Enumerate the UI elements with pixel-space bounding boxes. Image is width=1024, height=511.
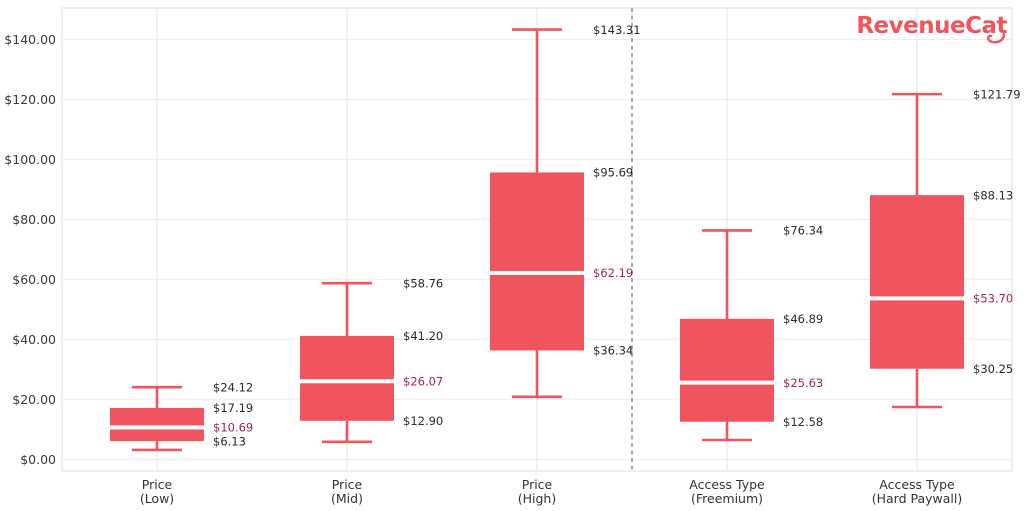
- value-label: $12.90: [403, 414, 443, 428]
- y-axis-tick-label: $120.00: [4, 92, 56, 107]
- value-label: $76.34: [783, 224, 823, 238]
- boxplot-median-line: [300, 379, 394, 384]
- median-value-label: $62.19: [593, 266, 633, 280]
- x-axis-label-line1: Access Type: [689, 477, 765, 492]
- y-axis-tick-label: $80.00: [12, 212, 56, 227]
- value-label: $30.25: [973, 362, 1013, 376]
- cat-tail-icon: [987, 33, 1006, 44]
- x-axis-label-line2: (Mid): [331, 491, 363, 506]
- x-axis-label-line2: (Freemium): [691, 491, 763, 506]
- x-axis-label-line1: Price: [522, 477, 553, 492]
- value-label: $17.19: [213, 401, 253, 415]
- boxplot-median-line: [110, 425, 204, 430]
- value-label: $95.69: [593, 166, 633, 180]
- boxplot-box: [680, 318, 774, 422]
- y-axis-tick-label: $60.00: [12, 272, 56, 287]
- x-axis-label-line1: Access Type: [879, 477, 955, 492]
- boxplot-box: [870, 195, 964, 369]
- x-axis-label-line1: Price: [332, 477, 363, 492]
- median-value-label: $53.70: [973, 292, 1013, 306]
- x-axis-label-line2: (Low): [140, 491, 174, 506]
- x-axis-label-line2: (High): [518, 491, 556, 506]
- value-label: $121.79: [973, 87, 1021, 101]
- value-label: $58.76: [403, 276, 443, 290]
- y-axis-tick-label: $40.00: [12, 332, 56, 347]
- boxplot-box: [110, 407, 204, 442]
- value-label: $24.12: [213, 380, 253, 394]
- y-axis-tick-label: $20.00: [12, 392, 56, 407]
- median-value-label: $10.69: [213, 421, 253, 435]
- y-axis-tick-label: $0.00: [20, 452, 56, 467]
- boxplot-median-line: [870, 296, 964, 301]
- value-label: $46.89: [783, 312, 823, 326]
- y-axis-tick-label: $140.00: [4, 32, 56, 47]
- value-label: $88.13: [973, 188, 1013, 202]
- x-axis-label-line1: Price: [142, 477, 173, 492]
- value-label: $12.58: [783, 415, 823, 429]
- boxplot-box: [490, 172, 584, 351]
- median-value-label: $25.63: [783, 376, 823, 390]
- value-label: $143.31: [593, 23, 641, 37]
- y-axis-tick-label: $100.00: [4, 152, 56, 167]
- value-label: $6.13: [213, 434, 246, 448]
- boxplot-box: [300, 335, 394, 421]
- revenuecat-logo: RevenueCat: [856, 13, 1007, 44]
- value-label: $36.34: [593, 344, 633, 358]
- median-value-label: $26.07: [403, 374, 443, 388]
- revenuecat-logo-text: RevenueCat: [856, 13, 1007, 39]
- value-label: $41.20: [403, 329, 443, 343]
- boxplot-median-line: [680, 380, 774, 385]
- boxplot-median-line: [490, 270, 584, 275]
- x-axis-label-line2: (Hard Paywall): [872, 491, 963, 506]
